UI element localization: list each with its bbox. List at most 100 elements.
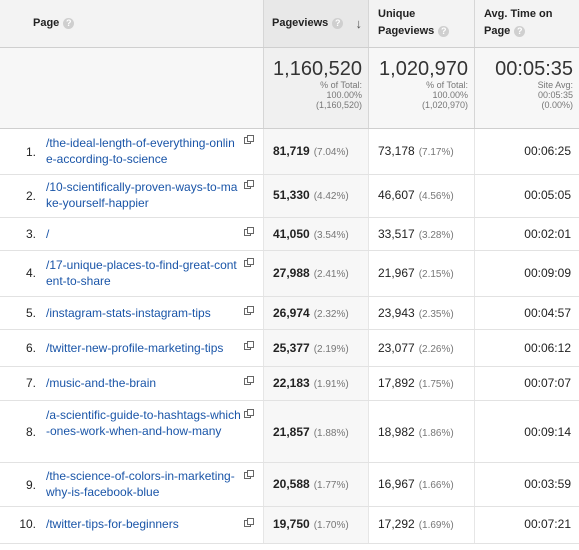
header-unique-label-2: Pageviews [378,25,435,37]
page-link[interactable]: /twitter-tips-for-beginners [46,517,179,531]
row-index: 2. [25,189,36,203]
unique-percent: (2.35%) [418,309,454,320]
unique-value: 17,292 [378,517,415,531]
cell-avg: 00:03:59 [475,463,579,506]
cell-page: 6. /twitter-new-profile-marketing-tips [0,330,264,366]
total-unique-value: 1,020,970 [379,58,468,80]
avg-time-value: 00:04:57 [524,306,571,320]
page-link[interactable]: /the-ideal-length-of-everything-online-a… [46,136,235,166]
row-index: 9. [25,478,36,492]
cell-unique: 16,967 (1.66%) [369,463,475,506]
external-link-icon[interactable] [244,135,254,144]
header-unique-label-1: Unique [378,8,416,20]
cell-avg: 00:09:14 [475,401,579,462]
row-index: 6. [25,341,36,355]
cell-avg: 00:04:57 [475,297,579,329]
unique-value: 33,517 [378,227,415,241]
cell-page: 10. /twitter-tips-for-beginners [0,507,264,543]
cell-pageviews: 25,377 (2.19%) [264,330,369,366]
external-link-icon[interactable] [244,258,254,267]
cell-unique: 23,077 (2.26%) [369,330,475,366]
help-icon[interactable]: ? [63,17,75,29]
external-link-icon[interactable] [244,376,254,385]
external-link-icon[interactable] [244,518,254,527]
avg-time-value: 00:05:05 [524,188,571,202]
help-icon[interactable]: ? [438,25,450,37]
cell-page: 9. /the-science-of-colors-in-marketing-w… [0,463,264,506]
page-link[interactable]: /10-scientifically-proven-ways-to-make-y… [46,180,238,210]
unique-percent: (1.86%) [418,428,454,439]
unique-percent: (1.75%) [418,379,454,390]
header-avg-time[interactable]: Avg. Time on Page? [475,0,579,47]
total-pageviews-count: (1,160,520) [315,100,362,110]
cell-page: 4. /17-unique-places-to-find-great-conte… [0,251,264,296]
table-header: Page? Pageviews? ↓ Unique Pageviews? Avg… [0,0,579,48]
page-link[interactable]: /17-unique-places-to-find-great-content-… [46,258,237,288]
pageviews-percent: (4.42%) [313,191,349,202]
external-link-icon[interactable] [244,409,254,418]
cell-avg: 00:07:07 [475,367,579,400]
totals-unique: 1,020,970 % of Total: 100.00% (1,020,970… [369,48,475,128]
total-avg-value: 00:05:35 [495,58,573,80]
total-pageviews-percent: 100.00% [326,90,362,100]
external-link-icon[interactable] [244,470,254,479]
pageviews-value: 26,974 [273,306,310,320]
header-unique-pageviews[interactable]: Unique Pageviews? [369,0,475,47]
total-avg-percent: (0.00%) [541,100,573,110]
page-link[interactable]: /the-science-of-colors-in-marketing-why-… [46,469,235,499]
pageviews-value: 51,330 [273,188,310,202]
table-row: 7. /music-and-the-brain 22,183 (1.91%) 17… [0,367,579,401]
pageviews-value: 22,183 [273,376,310,390]
row-index: 3. [25,227,36,241]
header-pageviews[interactable]: Pageviews? ↓ [264,0,369,47]
external-link-icon[interactable] [244,227,254,236]
total-unique-label: % of Total: [426,80,468,90]
header-pageviews-label: Pageviews [272,17,329,29]
totals-pageviews: 1,160,520 % of Total: 100.00% (1,160,520… [264,48,369,128]
external-link-icon[interactable] [244,341,254,350]
avg-time-value: 00:06:12 [524,341,571,355]
pageviews-percent: (2.19%) [313,344,349,355]
page-link[interactable]: /music-and-the-brain [46,376,157,390]
pageviews-percent: (2.41%) [313,269,349,280]
cell-unique: 17,292 (1.69%) [369,507,475,543]
unique-value: 23,943 [378,306,415,320]
pageviews-value: 25,377 [273,341,310,355]
help-icon[interactable]: ? [514,25,526,37]
pageviews-value: 20,588 [273,477,310,491]
total-avg-label: Site Avg: [537,80,573,90]
pageviews-value: 27,988 [273,266,310,280]
cell-pageviews: 26,974 (2.32%) [264,297,369,329]
avg-time-value: 00:07:21 [524,517,571,531]
external-link-icon[interactable] [244,180,254,189]
avg-time-value: 00:09:14 [524,425,571,439]
table-row: 4. /17-unique-places-to-find-great-conte… [0,251,579,297]
header-page[interactable]: Page? [0,0,264,47]
pageviews-percent: (1.77%) [313,480,349,491]
avg-time-value: 00:07:07 [524,376,571,390]
sort-descending-icon[interactable]: ↓ [355,16,363,31]
pageviews-percent: (1.70%) [313,520,349,531]
cell-avg: 00:02:01 [475,218,579,250]
unique-value: 73,178 [378,144,415,158]
unique-value: 46,607 [378,188,415,202]
row-index: 4. [25,266,36,280]
header-avg-label-2: Page [484,25,511,37]
row-index: 10. [19,517,36,531]
pageviews-percent: (1.88%) [313,428,349,439]
external-link-icon[interactable] [244,306,254,315]
page-link[interactable]: /a-scientific-guide-to-hashtags-which-on… [46,408,241,438]
unique-percent: (2.15%) [418,269,454,280]
row-index: 7. [25,376,36,390]
cell-unique: 21,967 (2.15%) [369,251,475,296]
cell-page: 2. /10-scientifically-proven-ways-to-mak… [0,175,264,217]
unique-percent: (1.69%) [418,520,454,531]
page-link[interactable]: /twitter-new-profile-marketing-tips [46,341,224,355]
unique-value: 17,892 [378,376,415,390]
totals-page [0,48,264,128]
page-link[interactable]: /instagram-stats-instagram-tips [46,306,211,320]
cell-avg: 00:06:12 [475,330,579,366]
page-link[interactable]: / [46,227,50,241]
cell-unique: 46,607 (4.56%) [369,175,475,217]
help-icon[interactable]: ? [332,17,344,29]
